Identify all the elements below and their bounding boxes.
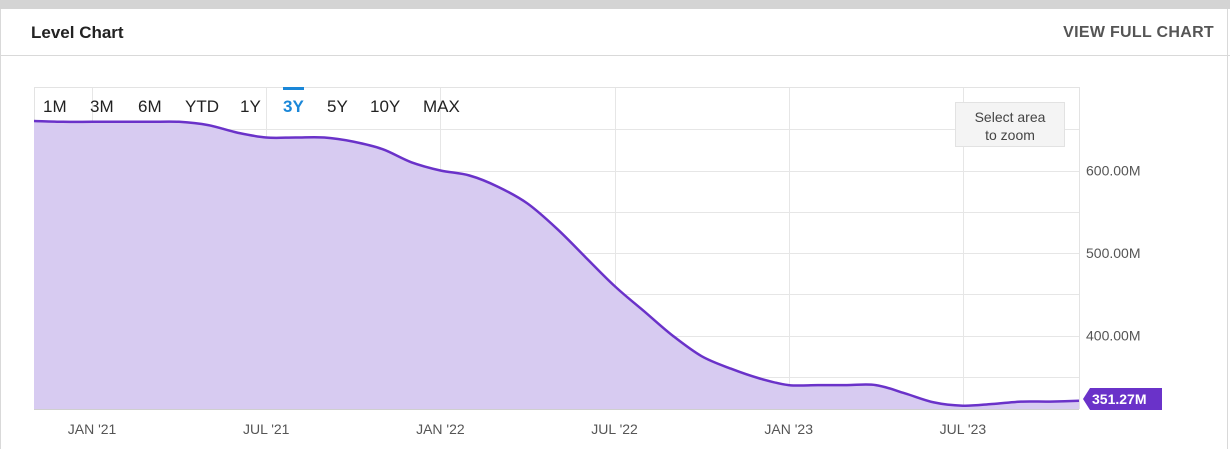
zoom-hint: Select area to zoom bbox=[955, 102, 1065, 147]
range-button-10y[interactable]: 10Y bbox=[370, 97, 401, 116]
range-button-1m[interactable]: 1M bbox=[43, 97, 67, 116]
x-tick-label: JUL '21 bbox=[243, 421, 290, 437]
y-tick-label: 600.00M bbox=[1086, 163, 1140, 179]
range-button-3m[interactable]: 3M bbox=[90, 97, 114, 116]
range-button-max[interactable]: MAX bbox=[423, 97, 460, 116]
range-button-ytd[interactable]: YTD bbox=[185, 97, 219, 116]
range-button-1y[interactable]: 1Y bbox=[240, 97, 261, 116]
last-value-label: 351.27M bbox=[1092, 391, 1146, 407]
range-button-6m[interactable]: 6M bbox=[138, 97, 162, 116]
top-bar bbox=[0, 0, 1230, 9]
chart-card bbox=[0, 9, 1228, 449]
range-button-3y[interactable]: 3Y bbox=[283, 87, 304, 116]
y-tick-label: 500.00M bbox=[1086, 245, 1140, 261]
x-tick-label: JAN '23 bbox=[764, 421, 813, 437]
last-value-badge bbox=[1083, 388, 1162, 410]
x-tick-label: JUL '22 bbox=[591, 421, 638, 437]
view-full-chart-link[interactable]: VIEW FULL CHART bbox=[1063, 24, 1214, 41]
series-area bbox=[34, 121, 1079, 409]
y-tick-label: 400.00M bbox=[1086, 328, 1140, 344]
x-tick-label: JUL '23 bbox=[940, 421, 987, 437]
zoom-hint-line1: Select area bbox=[974, 109, 1046, 125]
zoom-hint-line2: to zoom bbox=[985, 127, 1035, 143]
chart-title: Level Chart bbox=[31, 23, 124, 42]
range-button-5y[interactable]: 5Y bbox=[327, 97, 348, 116]
card-header: Level Chart VIEW FULL CHART bbox=[0, 9, 1230, 56]
series-line bbox=[33, 119, 1080, 407]
x-tick-label: JAN '21 bbox=[68, 421, 117, 437]
x-tick-label: JAN '22 bbox=[416, 421, 465, 437]
